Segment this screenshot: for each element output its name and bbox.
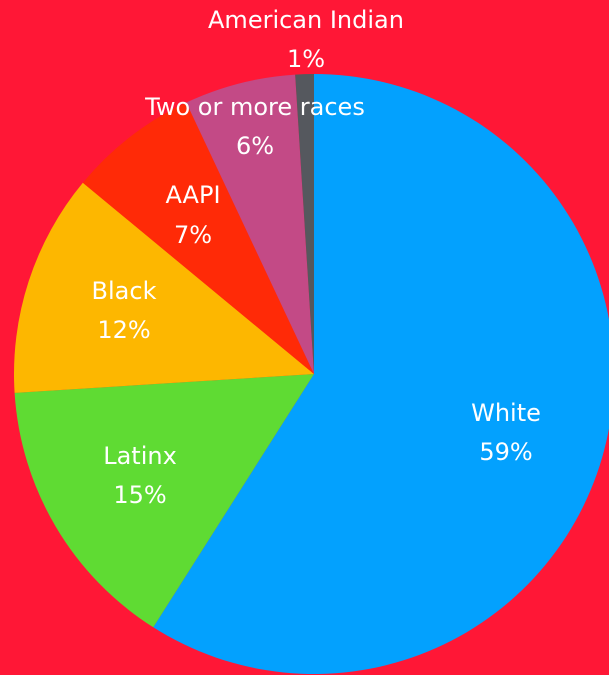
value-american-indian: 1%	[287, 45, 325, 73]
pie-labels: White 59% Latinx 15% Black 12% AAPI 7% T…	[92, 6, 541, 509]
value-aapi: 7%	[174, 221, 212, 249]
slice-black	[14, 182, 315, 393]
label-white: White	[471, 399, 541, 427]
label-black: Black	[92, 277, 157, 305]
value-black: 12%	[97, 316, 150, 344]
label-aapi: AAPI	[165, 181, 220, 209]
slice-two-or-more-races	[186, 74, 314, 374]
value-white: 59%	[479, 438, 532, 466]
label-american-indian: American Indian	[208, 6, 404, 34]
value-two-or-more: 6%	[236, 132, 274, 160]
value-latinx: 15%	[113, 481, 166, 509]
slice-aapi	[82, 102, 314, 375]
slice-american-indian	[295, 74, 314, 374]
label-two-or-more: Two or more races	[144, 93, 365, 121]
slice-latinx	[14, 374, 315, 628]
pie-slices	[14, 74, 609, 674]
slice-white	[153, 74, 609, 674]
label-latinx: Latinx	[103, 442, 177, 470]
